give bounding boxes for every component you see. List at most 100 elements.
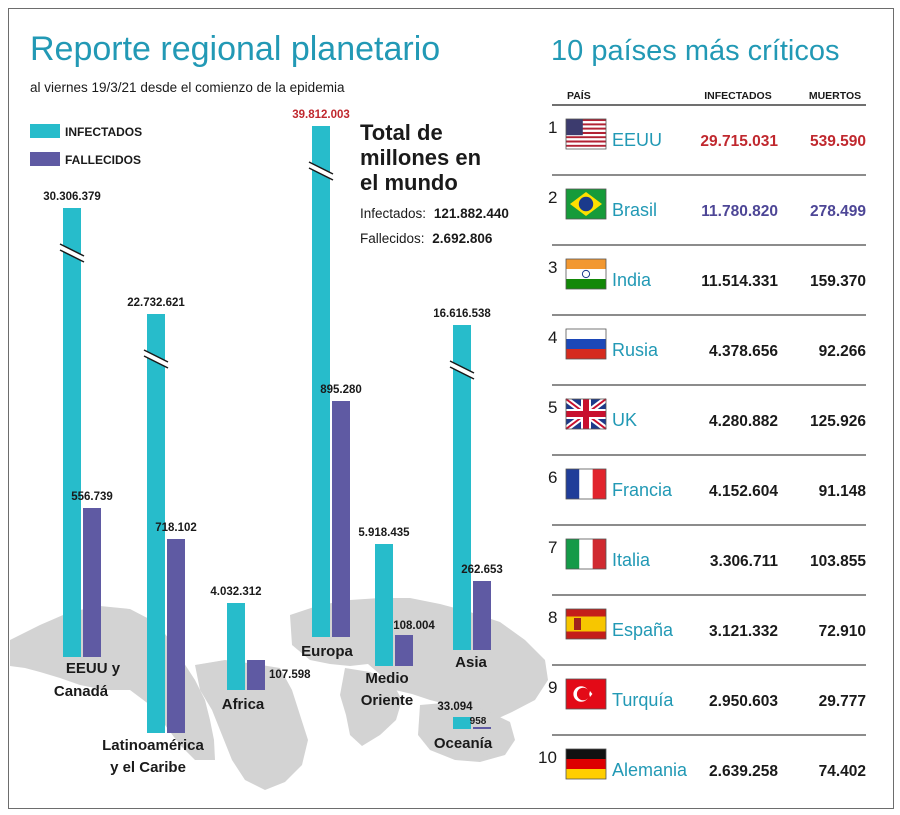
germany-flag-icon [565,748,607,780]
axis-break-mark [309,162,333,180]
russia-flag-icon [565,328,607,360]
row-country: Brasil [612,200,657,220]
table-title: 10 países más críticos [551,35,840,67]
table-row: 1 EEUU 29.715.031 539.590 [548,118,866,176]
bar-infected-label: 39.812.003 [292,109,350,121]
legend-deaths-label: FALLECIDOS [65,153,141,167]
usa-flag-icon [565,118,607,150]
bar-infected [63,208,81,657]
table-row: 2 Brasil 11.780.820 278.499 [548,188,866,246]
bar-deaths [167,539,185,733]
uk-flag-icon [564,396,608,432]
header-deaths: MUERTOS [809,90,861,102]
row-rank: 4 [548,328,557,347]
countries-table: PAÍS INFECTADOS MUERTOS 1 EEUU 29.715.031 539.… [538,89,866,780]
row-infected: 2.639.258 [709,763,778,780]
row-infected: 29.715.031 [700,133,778,150]
bar-deaths [247,660,265,690]
row-country: EEUU [612,130,662,150]
row-deaths: 103.855 [810,553,866,570]
row-infected: 2.950.603 [709,693,778,710]
row-infected: 4.378.656 [709,343,778,360]
region-label: Latinoamérica [102,737,204,754]
axis-break-mark [450,361,474,379]
bar-deaths-label: 895.280 [320,384,362,396]
table-row: 8 España 3.121.332 72.910 [548,608,866,666]
region-group: 16.616.538 262.653 Asia [433,308,503,671]
row-infected: 3.306.711 [710,553,778,570]
totals-infected: Infectados: 121.882.440 [360,206,509,221]
bar-infected-label: 16.616.538 [433,308,491,320]
totals-heading-line-3: el mundo [360,170,458,195]
table-row: 5 UK 4.280.882 125.926 [548,396,866,456]
row-rank: 5 [548,398,557,417]
bar-infected [375,544,393,666]
region-group: 22.732.621 718.102 Latinoamérica y el Carib… [102,297,204,776]
bar-deaths-label: 108.004 [393,620,435,632]
row-infected: 3.121.332 [709,623,778,640]
row-rank: 2 [548,188,557,207]
bar-infected [453,325,471,650]
row-rank: 6 [548,468,557,487]
table-row: 3 India 11.514.331 159.370 [548,258,866,316]
bar-infected [147,314,165,733]
table-row: 10 Alemania 2.639.258 74.402 [538,748,866,780]
region-group: 33.094 958 Oceanía [434,701,493,752]
france-flag-icon [565,468,607,500]
row-rank: 1 [548,118,557,137]
region-label: EEUU y [66,660,121,677]
row-infected: 4.152.604 [709,483,778,500]
table-row: 6 Francia 4.152.604 91.148 [548,468,866,526]
brazil-flag-icon [565,188,607,220]
spain-flag-icon [565,608,607,640]
totals-deaths-label: Fallecidos: [360,231,425,246]
bar-deaths-label: 262.653 [461,564,503,576]
row-country: Alemania [612,760,688,780]
row-infected: 11.780.820 [701,203,778,220]
header-country: PAÍS [567,89,591,102]
row-rank: 3 [548,258,557,277]
totals-infected-value: 121.882.440 [434,206,509,221]
bar-deaths-label: 107.598 [269,669,311,681]
page-title: Reporte regional planetario [30,30,440,68]
row-rank: 9 [548,678,557,697]
axis-break-line [143,355,169,369]
row-infected: 11.514.331 [701,273,778,290]
axis-break-line [59,243,85,257]
legend-infected-swatch [30,124,60,138]
bar-infected [312,126,330,637]
bar-deaths [83,508,101,657]
table-row: 9 Turquía 2.950.603 29.777 [548,678,866,736]
row-country: India [612,270,652,290]
row-deaths: 92.266 [819,343,867,360]
totals-deaths: Fallecidos: 2.692.806 [360,231,493,246]
region-group: 30.306.379 556.739 EEUU y Canadá [43,191,121,700]
row-deaths: 125.926 [810,413,866,430]
region-label: y el Caribe [110,759,186,776]
region-label: Medio [365,670,408,687]
row-country: España [612,620,674,640]
legend-deaths-swatch [30,152,60,166]
row-country: Francia [612,480,673,500]
totals-heading-line-2: millones en [360,145,481,170]
bar-deaths [473,727,491,729]
bar-infected-label: 5.918.435 [358,527,410,539]
totals-heading-line-1: Total de [360,120,443,145]
india-flag-icon [565,258,607,290]
row-infected: 4.280.882 [709,413,778,430]
bar-deaths-label: 718.102 [155,522,197,534]
bar-deaths [473,581,491,650]
bar-deaths-label: 958 [470,716,487,727]
bar-infected [227,603,245,690]
table-row: 4 Rusia 4.378.656 92.266 [548,328,867,386]
axis-break-line [449,360,475,374]
bar-infected-label: 22.732.621 [127,297,185,309]
row-deaths: 72.910 [819,623,866,640]
axis-break-line [308,161,334,175]
axis-break-line [143,349,169,363]
regional-bar-chart: 30.306.379 556.739 EEUU y Canadá 22.732.621 7… [43,109,503,776]
axis-break-mark [144,350,168,368]
region-group: 4.032.312 107.598 Africa [210,586,311,713]
region-label: Asia [455,654,487,671]
